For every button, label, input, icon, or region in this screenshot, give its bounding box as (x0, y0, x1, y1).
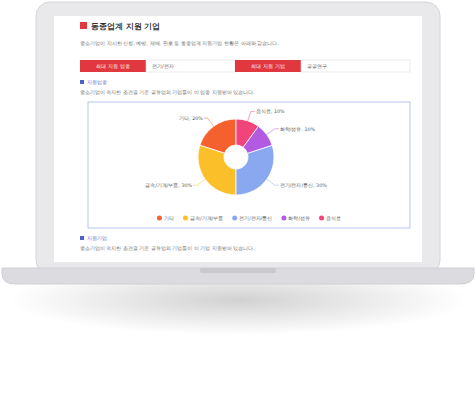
data-label: 전기/전자/통신, 30% (280, 183, 327, 188)
tab-value: 공공연구 (307, 63, 327, 69)
tab-label-box (235, 60, 301, 72)
tab-value-box (301, 60, 410, 72)
section-icon (80, 80, 84, 84)
slice (198, 145, 236, 195)
legend-label: 기타 (164, 216, 174, 221)
leader-line (193, 179, 205, 185)
legend-item: 전기/전자/통신 (232, 216, 272, 221)
leader-line (267, 129, 279, 135)
legend-label: 금속/기계/부품 (190, 216, 223, 221)
leader-line (267, 179, 279, 185)
data-label: 음식료, 10% (256, 109, 285, 114)
data-label: 금속/기계/부품, 30% (145, 183, 192, 188)
screen (54, 16, 422, 262)
chart-frame (88, 102, 410, 228)
tab-label: 최대 지원 업종 (96, 63, 129, 69)
tab-label: 최대 지원 기업 (251, 63, 284, 69)
laptop-lid (36, 2, 440, 274)
leader-line (204, 118, 214, 126)
legend-item: 금속/기계/부품 (183, 216, 223, 221)
data-labels: 기타, 20% 금속/기계/부품, 30% 전기/전자/통신, 30% 화학/섬유, … (145, 109, 327, 188)
tab-value: 전기/전자 (152, 63, 174, 69)
tab: 최대 지원 기업 공공연구 (235, 60, 410, 72)
slice (236, 145, 274, 195)
page-title: 동종업계 지원 기업 (91, 22, 160, 31)
legend-label: 음식료 (326, 216, 341, 221)
screen-content: 동종업계 지원 기업중소기업이 지시한 신청, 예방, 제배, 판로 등 동종업… (80, 22, 410, 251)
section-title: 지원업종 (87, 79, 107, 85)
legend-swatch (281, 216, 286, 221)
section-description: 중소기업이 속지한 조건을 기준 공유업의 기업들이 이 기업 지원받아 있습니… (80, 246, 255, 251)
slice (236, 119, 258, 147)
legend: 기타 금속/기계/부품 전기/전자/통신 화학/섬유 음식료 (157, 216, 341, 221)
legend-swatch (232, 216, 237, 221)
tab-value-box (146, 60, 235, 72)
legend-label: 전기/전자/통신 (239, 216, 272, 221)
title-icon (80, 22, 87, 29)
tab-label-box (80, 60, 146, 72)
page: 동종업계 지원 기업중소기업이 지시한 신청, 예방, 제배, 판로 등 동종업… (0, 0, 476, 400)
data-label: 화학/섬유, 10% (280, 127, 316, 132)
legend-swatch (319, 216, 324, 221)
laptop-base (2, 268, 474, 284)
legend-item: 기타 (157, 216, 174, 221)
section-icon (80, 236, 84, 240)
tab: 최대 지원 업종 전기/전자 (80, 60, 235, 72)
leader-line (248, 111, 255, 121)
page-description: 중소기업이 지시한 신청, 예방, 제배, 판로 등 동종업계 지원기업 현황은… (80, 40, 279, 46)
section-title: 지원기업 (87, 235, 107, 241)
legend-swatch (183, 216, 188, 221)
donut (198, 119, 274, 195)
legend-item: 음식료 (319, 216, 341, 221)
laptop-notch (200, 268, 276, 273)
data-label: 기타, 20% (179, 116, 203, 121)
legend-label: 화학/섬유 (288, 216, 310, 221)
section-description: 중소기업이 속지한 조건을 기준 공유업의 기업들이 이 업종 지원받아 있습니… (80, 90, 255, 95)
legend-swatch (157, 216, 162, 221)
legend-item: 화학/섬유 (281, 216, 310, 221)
